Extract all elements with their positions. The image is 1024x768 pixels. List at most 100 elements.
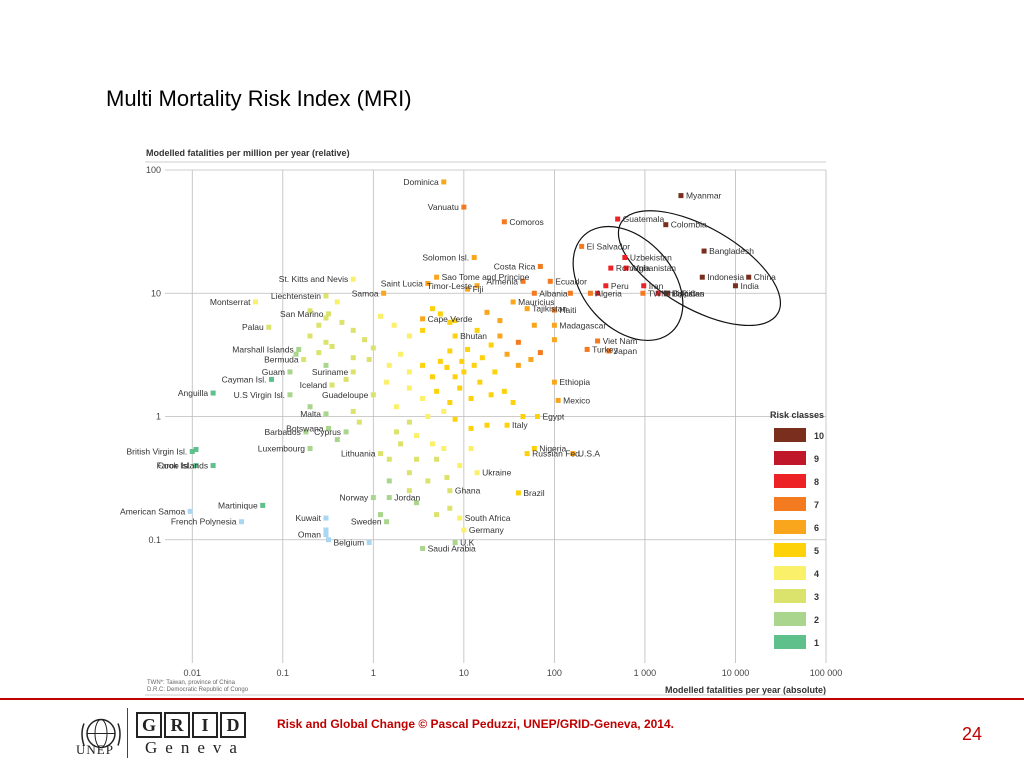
point-label: Samoa [352, 288, 379, 298]
data-point [584, 346, 590, 352]
x-tick-label: 1 [371, 668, 376, 678]
data-point [606, 348, 612, 354]
data-point [452, 333, 458, 339]
point-label: India [740, 281, 759, 291]
data-point [461, 527, 467, 533]
data-point [187, 508, 193, 514]
data-point [699, 274, 705, 280]
label-layer: Dominica Vanuatu Comoros Solomon Isl. Costa … [120, 177, 776, 554]
data-point [641, 283, 647, 289]
data-point [501, 388, 507, 394]
data-point [329, 343, 335, 349]
data-point [678, 193, 684, 199]
point-label: Suriname [312, 367, 349, 377]
data-point [406, 385, 412, 391]
data-point [414, 433, 420, 439]
data-point [447, 399, 453, 405]
data-point [701, 248, 707, 254]
legend-label: 9 [814, 454, 819, 464]
data-point [452, 318, 458, 324]
legend-swatch [774, 451, 806, 465]
data-point [350, 355, 356, 361]
data-point [356, 419, 362, 425]
page-number: 24 [962, 724, 983, 744]
data-point [420, 545, 426, 551]
legend-label: 2 [814, 615, 819, 625]
data-point [504, 351, 510, 357]
data-point [515, 362, 521, 368]
point-label: TWN* D.R.C [648, 288, 696, 298]
data-point [350, 327, 356, 333]
point-label: Uzbekistan [630, 253, 672, 263]
data-point [488, 392, 494, 398]
data-point [441, 446, 447, 452]
point-layer [187, 179, 752, 551]
point-label: American Samoa [120, 506, 185, 516]
point-label: Algeria [595, 288, 622, 298]
point-label: San Marino [280, 309, 324, 319]
data-point [447, 488, 453, 494]
data-point [316, 322, 322, 328]
footer-credit: Risk and Global Change © Pascal Peduzzi,… [277, 717, 674, 731]
legend-label: 3 [814, 592, 819, 602]
data-point [537, 350, 543, 356]
unep-label: UNEP [76, 742, 114, 757]
data-point [239, 519, 245, 525]
highlight-ellipse [617, 210, 782, 327]
data-point [323, 515, 329, 521]
mri-scatter-chart: 0.01 0.1 1 10 100 1 000 10 000 100 000 0.1 1 10 100… [120, 148, 842, 696]
point-label: Montserrat [210, 297, 251, 307]
data-point [468, 425, 474, 431]
data-point [534, 414, 540, 419]
point-label: Iran [649, 281, 664, 291]
data-point [515, 339, 521, 345]
point-label: Oman [298, 530, 321, 540]
footer-divider [0, 698, 1024, 700]
point-label: U.S.A [578, 449, 601, 459]
point-label: Turkey [592, 344, 618, 354]
data-point [551, 379, 557, 385]
data-point [746, 274, 752, 280]
x-tick-label: 10 [459, 668, 469, 678]
data-point [386, 495, 392, 501]
legend-swatch [774, 635, 806, 649]
data-point [447, 348, 453, 354]
data-point [301, 357, 307, 363]
data-point [567, 290, 573, 296]
data-point [465, 286, 471, 292]
legend-label: 4 [814, 569, 819, 579]
unep-logo-icon [81, 718, 121, 749]
data-point [398, 441, 404, 447]
data-point [524, 306, 530, 312]
data-point [437, 358, 443, 364]
data-point [414, 456, 420, 462]
point-label: Malta [300, 409, 321, 419]
data-point [350, 408, 356, 414]
data-point [595, 290, 601, 296]
data-point [510, 399, 516, 405]
point-label: Myanmar [686, 191, 722, 201]
data-point [343, 376, 349, 382]
data-point [497, 318, 503, 324]
point-label: Pakistan [672, 288, 705, 298]
data-point [474, 470, 480, 476]
data-point [366, 539, 372, 545]
data-point [370, 345, 376, 351]
point-label: Guam [262, 367, 285, 377]
data-point [461, 369, 467, 375]
data-point [497, 333, 503, 339]
ellipse-layer [572, 210, 782, 342]
data-point [434, 456, 440, 462]
data-point [316, 350, 322, 356]
data-point [531, 446, 537, 452]
data-point [515, 490, 521, 496]
x-axis-title: Modelled fatalities per year (absolute) [665, 685, 826, 695]
point-label: Colombia [671, 220, 707, 230]
data-point [441, 408, 447, 414]
data-point [547, 278, 553, 284]
data-point [193, 446, 199, 452]
data-point [323, 315, 329, 321]
data-point [488, 342, 494, 348]
point-label: Martinique [218, 500, 258, 510]
point-label: Russian Fed. [532, 449, 582, 459]
